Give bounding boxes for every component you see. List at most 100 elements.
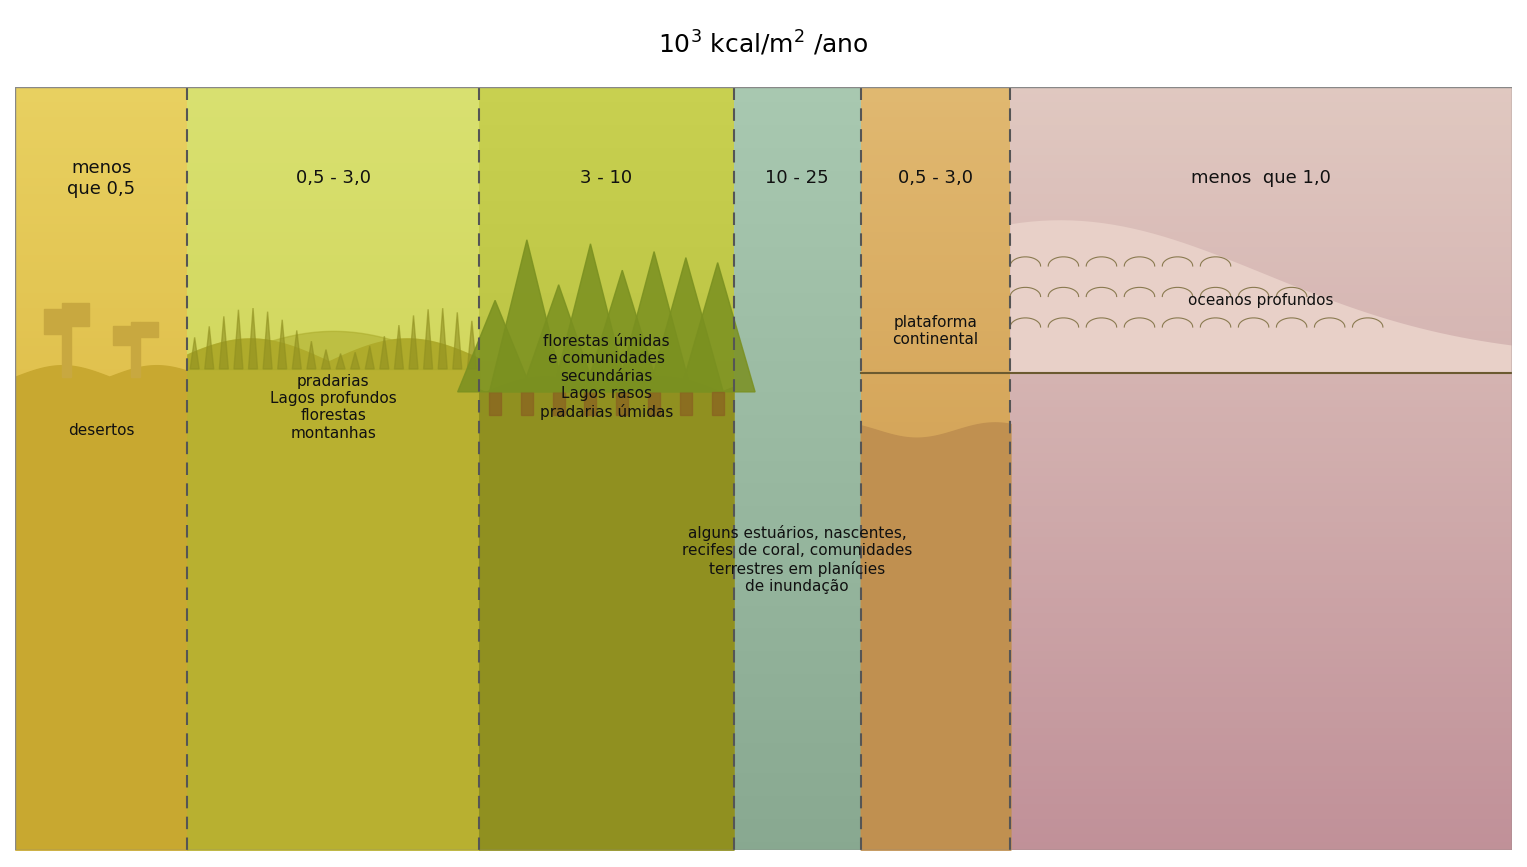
Bar xyxy=(1011,407,1512,414)
Bar xyxy=(15,323,188,331)
Bar xyxy=(479,651,733,659)
Bar xyxy=(1011,796,1512,804)
Bar xyxy=(188,727,479,735)
Bar xyxy=(861,583,1011,590)
Bar xyxy=(188,400,479,407)
Bar xyxy=(188,643,479,651)
Bar xyxy=(733,720,861,727)
Bar xyxy=(1011,217,1512,224)
Bar xyxy=(1011,560,1512,567)
Bar xyxy=(15,308,188,316)
Bar xyxy=(1011,713,1512,720)
Bar xyxy=(15,102,188,109)
Bar xyxy=(479,629,733,636)
Bar xyxy=(188,651,479,659)
Bar xyxy=(861,109,1011,117)
Bar xyxy=(188,544,479,552)
Bar xyxy=(15,827,188,834)
Bar xyxy=(188,667,479,675)
Bar xyxy=(733,346,861,354)
Bar xyxy=(861,689,1011,697)
Bar xyxy=(479,270,733,277)
Bar xyxy=(861,331,1011,338)
Bar xyxy=(15,605,188,613)
Bar xyxy=(733,186,861,193)
Bar xyxy=(188,338,479,346)
Bar xyxy=(479,95,733,102)
Bar xyxy=(188,300,479,308)
Bar xyxy=(15,781,188,789)
Bar xyxy=(861,270,1011,277)
Bar xyxy=(1011,675,1512,681)
Bar xyxy=(15,460,188,468)
Bar xyxy=(733,529,861,537)
Bar xyxy=(15,514,188,522)
Bar xyxy=(15,117,188,125)
Bar xyxy=(1011,727,1512,735)
Bar xyxy=(479,338,733,346)
Polygon shape xyxy=(263,311,272,369)
Bar xyxy=(188,819,479,827)
Bar xyxy=(15,316,188,323)
Bar xyxy=(15,819,188,827)
Bar xyxy=(479,255,733,262)
Bar xyxy=(1011,224,1512,231)
Bar xyxy=(479,804,733,812)
Polygon shape xyxy=(680,263,754,392)
Polygon shape xyxy=(617,251,692,392)
Bar xyxy=(15,598,188,605)
Bar xyxy=(15,560,188,567)
Bar xyxy=(479,812,733,819)
Bar xyxy=(861,323,1011,331)
Bar xyxy=(479,186,733,193)
Polygon shape xyxy=(409,316,418,369)
Bar xyxy=(861,514,1011,522)
Bar xyxy=(15,125,188,133)
Bar xyxy=(188,476,479,484)
Bar xyxy=(861,338,1011,346)
Bar xyxy=(188,575,479,583)
Bar xyxy=(861,613,1011,621)
Bar xyxy=(861,834,1011,842)
Bar xyxy=(479,179,733,186)
Bar xyxy=(861,629,1011,636)
Bar xyxy=(479,621,733,629)
Bar xyxy=(861,247,1011,255)
Bar xyxy=(15,651,188,659)
Bar xyxy=(733,323,861,331)
Bar xyxy=(15,400,188,407)
Bar xyxy=(861,491,1011,499)
Bar xyxy=(479,529,733,537)
Bar xyxy=(188,209,479,217)
Bar xyxy=(15,217,188,224)
Bar xyxy=(479,316,733,323)
Bar xyxy=(861,209,1011,217)
Bar xyxy=(479,522,733,529)
Bar xyxy=(861,758,1011,766)
Bar xyxy=(861,384,1011,392)
Bar xyxy=(15,689,188,697)
Bar xyxy=(861,186,1011,193)
Bar xyxy=(188,537,479,544)
Bar xyxy=(188,217,479,224)
Bar xyxy=(188,567,479,575)
Text: desertos: desertos xyxy=(69,422,134,438)
Bar xyxy=(1011,529,1512,537)
Bar xyxy=(733,369,861,376)
Bar xyxy=(188,224,479,231)
Bar xyxy=(479,766,733,773)
Bar xyxy=(479,453,733,460)
Bar xyxy=(733,262,861,270)
Bar xyxy=(188,446,479,453)
Bar xyxy=(861,362,1011,369)
Polygon shape xyxy=(220,316,229,369)
Bar xyxy=(188,659,479,667)
Bar xyxy=(15,484,188,491)
Bar xyxy=(1011,239,1512,247)
Bar xyxy=(15,537,188,544)
Bar xyxy=(1011,629,1512,636)
Bar xyxy=(479,171,733,179)
Bar xyxy=(1011,552,1512,560)
Text: pradarias
Lagos profundos
florestas
montanhas: pradarias Lagos profundos florestas mont… xyxy=(270,374,397,440)
Text: oceanos profundos: oceanos profundos xyxy=(1188,293,1333,308)
